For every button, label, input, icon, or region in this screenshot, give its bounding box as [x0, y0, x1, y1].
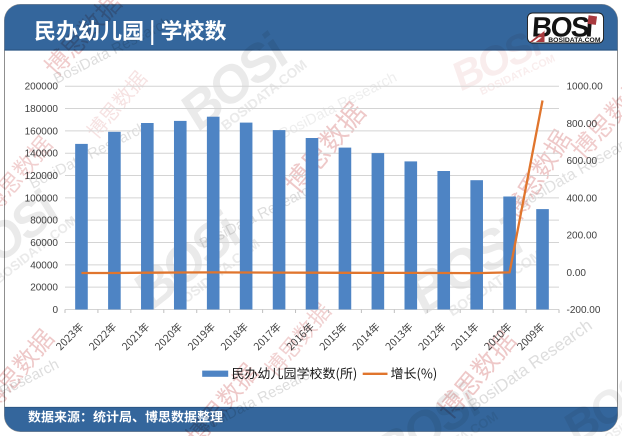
svg-text:-200.00: -200.00	[567, 305, 601, 316]
svg-text:180000: 180000	[25, 104, 59, 115]
svg-text:100000: 100000	[25, 193, 59, 204]
svg-text:400.00: 400.00	[567, 193, 598, 204]
svg-text:140000: 140000	[25, 149, 59, 160]
svg-text:1000.00: 1000.00	[567, 82, 604, 93]
svg-text:20000: 20000	[30, 283, 58, 294]
svg-text:0.00: 0.00	[567, 268, 587, 279]
svg-text:800.00: 800.00	[567, 119, 598, 130]
svg-text:160000: 160000	[25, 126, 59, 137]
svg-text:BOSIDATA.COM: BOSIDATA.COM	[548, 37, 601, 44]
svg-text:120000: 120000	[25, 171, 59, 182]
svg-text:200000: 200000	[25, 82, 59, 93]
svg-text:40000: 40000	[30, 260, 58, 271]
svg-text:ı: ı	[585, 12, 595, 43]
svg-text:0: 0	[52, 305, 58, 316]
svg-text:200.00: 200.00	[567, 231, 598, 242]
svg-text:60000: 60000	[30, 238, 58, 249]
svg-text:600.00: 600.00	[567, 156, 598, 167]
svg-text:80000: 80000	[30, 216, 58, 227]
